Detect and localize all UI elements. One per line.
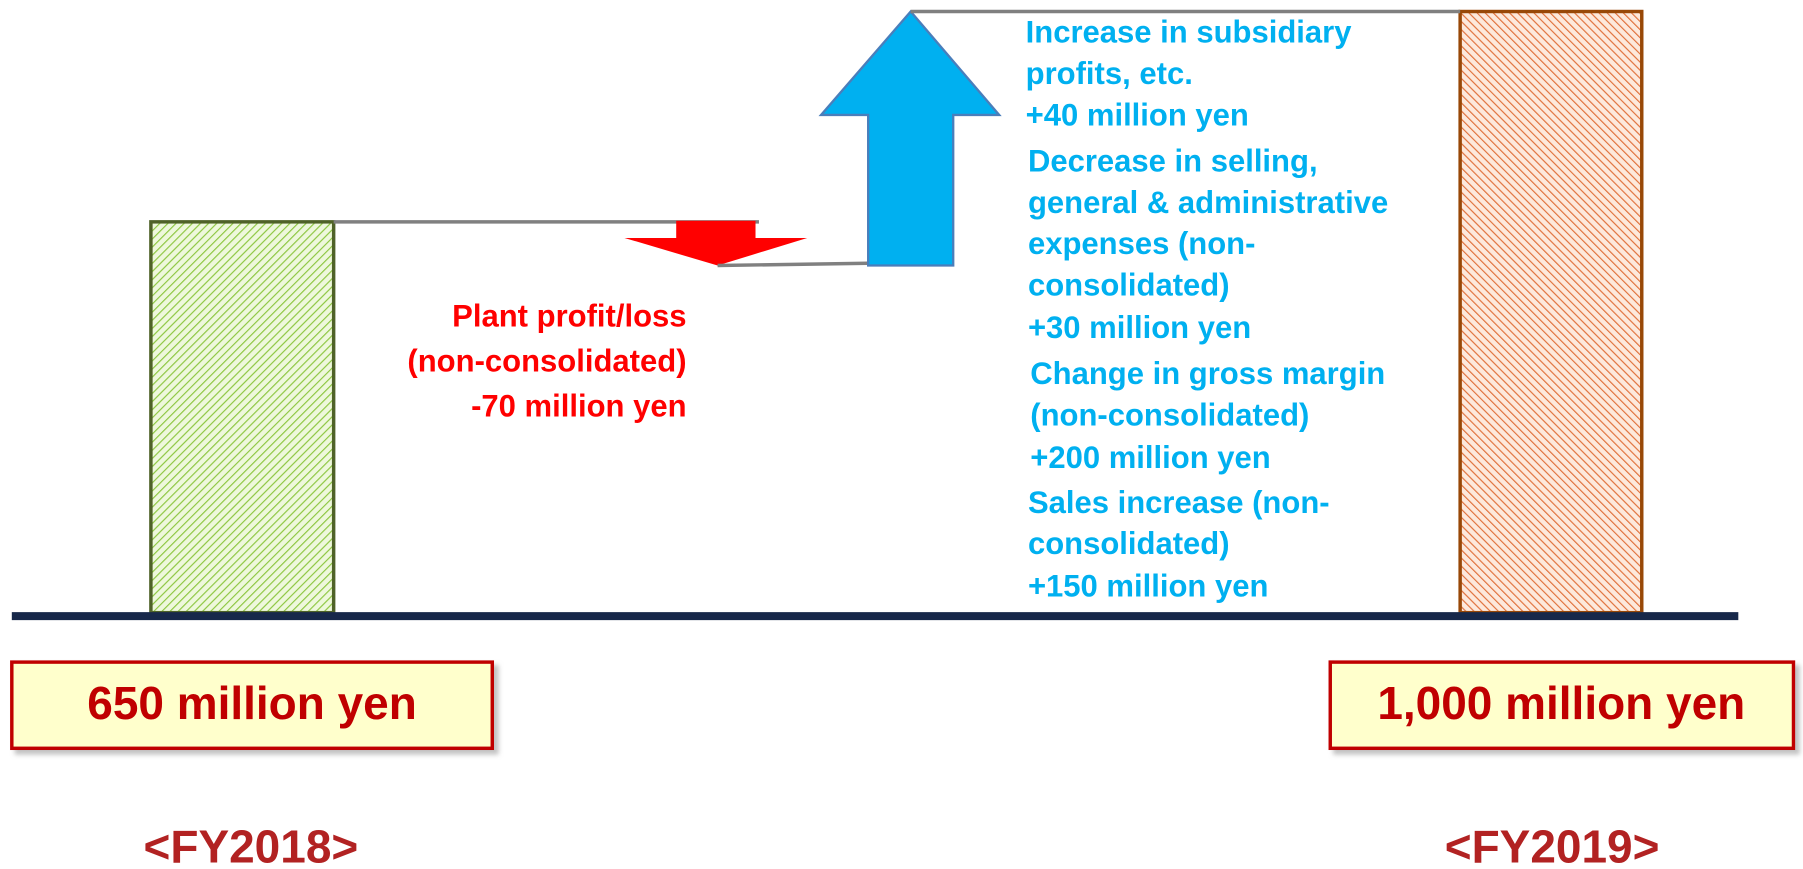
increase-text: +30 million yen [1028, 310, 1251, 345]
increase-text: general & administrative [1028, 185, 1388, 220]
up-arrow [818, 9, 1002, 267]
increase-text: consolidated) [1028, 526, 1230, 561]
end-bar [1458, 9, 1644, 615]
increase-text: +200 million yen [1030, 440, 1270, 475]
end-period: <FY2019> [1445, 821, 1660, 869]
increase-text: Change in gross margin [1030, 356, 1385, 391]
increase-text: Increase in subsidiary [1026, 15, 1353, 50]
start-box [10, 660, 495, 751]
start-amount: 650 million yen [87, 677, 417, 729]
down-arrow [624, 220, 808, 266]
decrease-text: -70 million yen [471, 388, 686, 423]
increase-text: profits, etc. [1026, 56, 1193, 91]
start-period: <FY2018> [144, 821, 359, 869]
decrease-text: (non-consolidated) [407, 343, 686, 378]
end-box [1328, 660, 1796, 751]
increase-text: +150 million yen [1028, 569, 1268, 604]
increase-text: expenses (non- [1028, 226, 1256, 261]
decrease-text: Plant profit/loss [452, 299, 686, 334]
increase-text: Decrease in selling, [1028, 143, 1318, 178]
start-bar [149, 220, 336, 615]
connector [717, 261, 869, 268]
end-amount: 1,000 million yen [1377, 677, 1745, 729]
increase-text: Sales increase (non- [1028, 485, 1330, 520]
increase-text: (non-consolidated) [1030, 397, 1309, 432]
increase-text: +40 million yen [1026, 97, 1249, 132]
increase-text: consolidated) [1028, 268, 1230, 303]
